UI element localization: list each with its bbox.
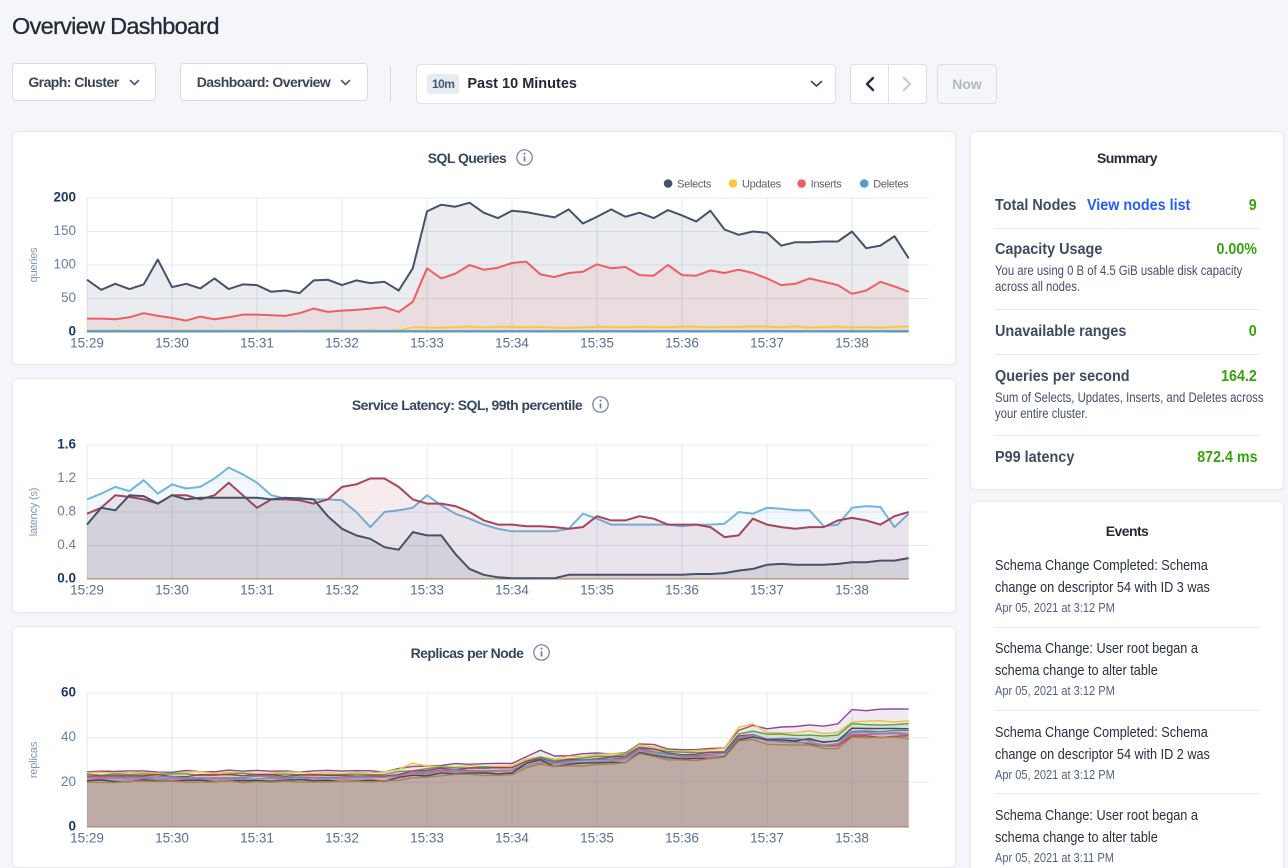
svg-text:0.0: 0.0 bbox=[57, 571, 76, 586]
svg-text:15:37: 15:37 bbox=[750, 831, 784, 846]
svg-text:15:37: 15:37 bbox=[750, 583, 784, 598]
svg-text:Deletes: Deletes bbox=[873, 179, 909, 191]
svg-text:0: 0 bbox=[68, 324, 76, 339]
svg-text:15:32: 15:32 bbox=[325, 336, 359, 351]
svg-text:15:38: 15:38 bbox=[835, 583, 869, 598]
svg-text:replicas: replicas bbox=[28, 741, 40, 778]
svg-text:Inserts: Inserts bbox=[811, 179, 843, 191]
svg-text:100: 100 bbox=[53, 257, 76, 272]
svg-text:0.4: 0.4 bbox=[57, 537, 76, 552]
svg-text:1.2: 1.2 bbox=[57, 470, 76, 485]
svg-text:15:32: 15:32 bbox=[325, 583, 359, 598]
svg-text:0.8: 0.8 bbox=[57, 504, 76, 519]
svg-text:latency (s): latency (s) bbox=[28, 488, 40, 537]
svg-text:15:29: 15:29 bbox=[70, 583, 104, 598]
svg-text:15:37: 15:37 bbox=[750, 336, 784, 351]
svg-text:15:33: 15:33 bbox=[410, 336, 444, 351]
svg-text:15:36: 15:36 bbox=[665, 336, 699, 351]
svg-text:15:32: 15:32 bbox=[325, 831, 359, 846]
svg-text:60: 60 bbox=[61, 685, 76, 700]
svg-text:Updates: Updates bbox=[742, 179, 782, 191]
svg-text:15:36: 15:36 bbox=[665, 583, 699, 598]
svg-text:50: 50 bbox=[61, 290, 76, 305]
svg-text:150: 150 bbox=[53, 223, 76, 238]
svg-text:15:30: 15:30 bbox=[155, 831, 189, 846]
svg-text:15:34: 15:34 bbox=[495, 336, 529, 351]
svg-text:15:33: 15:33 bbox=[410, 583, 444, 598]
svg-text:15:31: 15:31 bbox=[240, 831, 274, 846]
svg-text:1.6: 1.6 bbox=[57, 437, 76, 452]
svg-text:15:35: 15:35 bbox=[580, 583, 614, 598]
svg-text:15:34: 15:34 bbox=[495, 831, 529, 846]
svg-text:40: 40 bbox=[61, 729, 76, 744]
svg-text:200: 200 bbox=[53, 190, 76, 205]
svg-text:15:31: 15:31 bbox=[240, 583, 274, 598]
svg-text:15:38: 15:38 bbox=[835, 831, 869, 846]
svg-text:15:35: 15:35 bbox=[580, 831, 614, 846]
svg-text:15:36: 15:36 bbox=[665, 831, 699, 846]
svg-text:15:30: 15:30 bbox=[155, 336, 189, 351]
svg-text:15:33: 15:33 bbox=[410, 831, 444, 846]
svg-text:15:35: 15:35 bbox=[580, 336, 614, 351]
svg-text:20: 20 bbox=[61, 774, 76, 789]
svg-text:queries: queries bbox=[28, 247, 40, 282]
svg-text:15:29: 15:29 bbox=[70, 336, 104, 351]
svg-text:0: 0 bbox=[68, 819, 76, 834]
svg-text:15:30: 15:30 bbox=[155, 583, 189, 598]
svg-text:15:34: 15:34 bbox=[495, 583, 529, 598]
svg-text:15:29: 15:29 bbox=[70, 831, 104, 846]
svg-text:Selects: Selects bbox=[677, 179, 712, 191]
svg-text:15:31: 15:31 bbox=[240, 336, 274, 351]
svg-text:15:38: 15:38 bbox=[835, 336, 869, 351]
